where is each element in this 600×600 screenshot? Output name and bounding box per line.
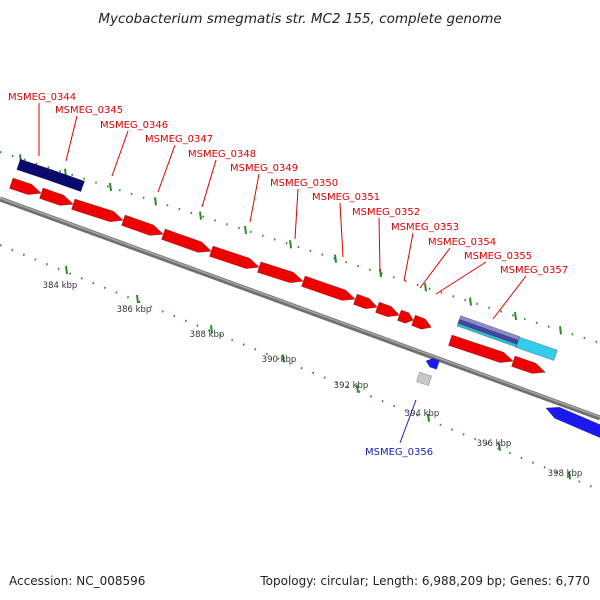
tick-mark: [424, 283, 427, 292]
label-leader-line: [201, 159, 217, 208]
label-leader-line: [399, 399, 417, 444]
feature-box[interactable]: [416, 371, 432, 386]
feature-box[interactable]: [515, 336, 558, 361]
feature-box[interactable]: [16, 158, 51, 180]
label-leader-line: [403, 232, 414, 282]
forward-gene-arrow[interactable]: [71, 198, 124, 223]
tick-mark: [65, 265, 68, 275]
forward-gene-arrow[interactable]: [9, 177, 42, 195]
forward-gene-arrow[interactable]: [209, 245, 260, 269]
reverse-gene-arrow[interactable]: [545, 406, 600, 438]
tick-mark: [514, 311, 517, 321]
reverse-gene-arrow[interactable]: [425, 358, 440, 370]
kbp-label: 396 kbp: [477, 439, 512, 449]
label-leader-line: [435, 261, 487, 295]
forward-gene-arrow[interactable]: [411, 314, 432, 330]
outer-tick-track: [0, 151, 600, 344]
label-leader-line: [419, 247, 451, 289]
gene-label-msmeg_0350[interactable]: MSMEG_0350: [270, 178, 338, 189]
tick-mark: [282, 354, 285, 363]
gene-label-msmeg_0355[interactable]: MSMEG_0355: [464, 251, 532, 262]
tick-mark: [289, 240, 292, 249]
feature-box[interactable]: [46, 168, 85, 192]
accession-text: Accession: NC_008596: [9, 574, 146, 588]
label-leader-line: [249, 173, 260, 223]
kbp-label: 390 kbp: [262, 355, 297, 365]
label-leader-line: [65, 115, 78, 162]
forward-gene-arrow[interactable]: [121, 214, 164, 236]
tick-mark: [559, 326, 562, 335]
forward-gene-arrow[interactable]: [448, 334, 514, 363]
kbp-label: 392 kbp: [334, 381, 369, 391]
label-leader-line: [492, 275, 527, 320]
label-leader-line: [157, 144, 176, 193]
gene-label-msmeg_0356[interactable]: MSMEG_0356: [365, 447, 433, 458]
forward-gene-arrow[interactable]: [375, 301, 401, 318]
tick-mark: [334, 254, 337, 263]
feature-layer: [9, 158, 600, 438]
forward-gene-arrow[interactable]: [257, 261, 304, 284]
gene-label-msmeg_0353[interactable]: MSMEG_0353: [391, 222, 459, 233]
tick-mark: [109, 182, 112, 192]
gene-label-msmeg_0352[interactable]: MSMEG_0352: [352, 207, 420, 218]
kbp-label: 384 kbp: [43, 281, 78, 291]
tick-mark: [498, 442, 501, 451]
gene-label-msmeg_0357[interactable]: MSMEG_0357: [500, 265, 568, 276]
forward-gene-arrow[interactable]: [511, 355, 546, 374]
kbp-label: 394 kbp: [405, 409, 440, 419]
gene-label-msmeg_0354[interactable]: MSMEG_0354: [428, 237, 496, 248]
map-title: Mycobacterium smegmatis str. MC2 155, co…: [98, 11, 501, 27]
forward-gene-arrow[interactable]: [353, 293, 379, 310]
gene-label-msmeg_0347[interactable]: MSMEG_0347: [145, 134, 213, 145]
kbp-label: 388 kbp: [190, 330, 225, 340]
gene-label-msmeg_0349[interactable]: MSMEG_0349: [230, 163, 298, 174]
forward-gene-arrow[interactable]: [301, 275, 356, 301]
gene-label-msmeg_0346[interactable]: MSMEG_0346: [100, 120, 168, 131]
forward-gene-arrow[interactable]: [39, 187, 74, 206]
kbp-label: 386 kbp: [117, 305, 152, 315]
tick-mark: [469, 297, 472, 306]
tick-mark: [199, 211, 202, 220]
tick-mark: [154, 197, 157, 206]
label-leader-line: [111, 130, 129, 177]
label-leader-line: [378, 217, 381, 273]
tick-mark: [568, 471, 571, 480]
forward-gene-arrow[interactable]: [161, 228, 212, 253]
tick-mark: [356, 384, 359, 393]
gene-label-msmeg_0345[interactable]: MSMEG_0345: [55, 105, 123, 116]
label-leader-line: [339, 202, 344, 258]
gene-labels: MSMEG_0344 MSMEG_0345 MSMEG_0346 MSMEG_0347…: [8, 92, 568, 458]
label-leaders: [38, 103, 527, 444]
gene-label-msmeg_0344[interactable]: MSMEG_0344: [8, 92, 76, 103]
genome-backbone: [0, 196, 600, 421]
tick-mark: [427, 413, 430, 422]
gene-label-msmeg_0351[interactable]: MSMEG_0351: [312, 192, 380, 203]
kbp-label: 398 kbp: [548, 469, 583, 479]
label-leader-line: [294, 188, 299, 240]
gene-label-msmeg_0348[interactable]: MSMEG_0348: [188, 149, 256, 160]
tick-mark: [244, 225, 247, 235]
inner-scale-track: [0, 244, 600, 491]
tick-mark: [136, 294, 139, 304]
genome-summary-text: Topology: circular; Length: 6,988,209 bp…: [260, 574, 590, 588]
tick-mark: [210, 325, 213, 334]
kbp-scale-labels: 384 kbp 386 kbp 388 kbp 390 kbp 392 kbp 394 k…: [43, 281, 583, 479]
forward-gene-arrow[interactable]: [397, 309, 414, 324]
